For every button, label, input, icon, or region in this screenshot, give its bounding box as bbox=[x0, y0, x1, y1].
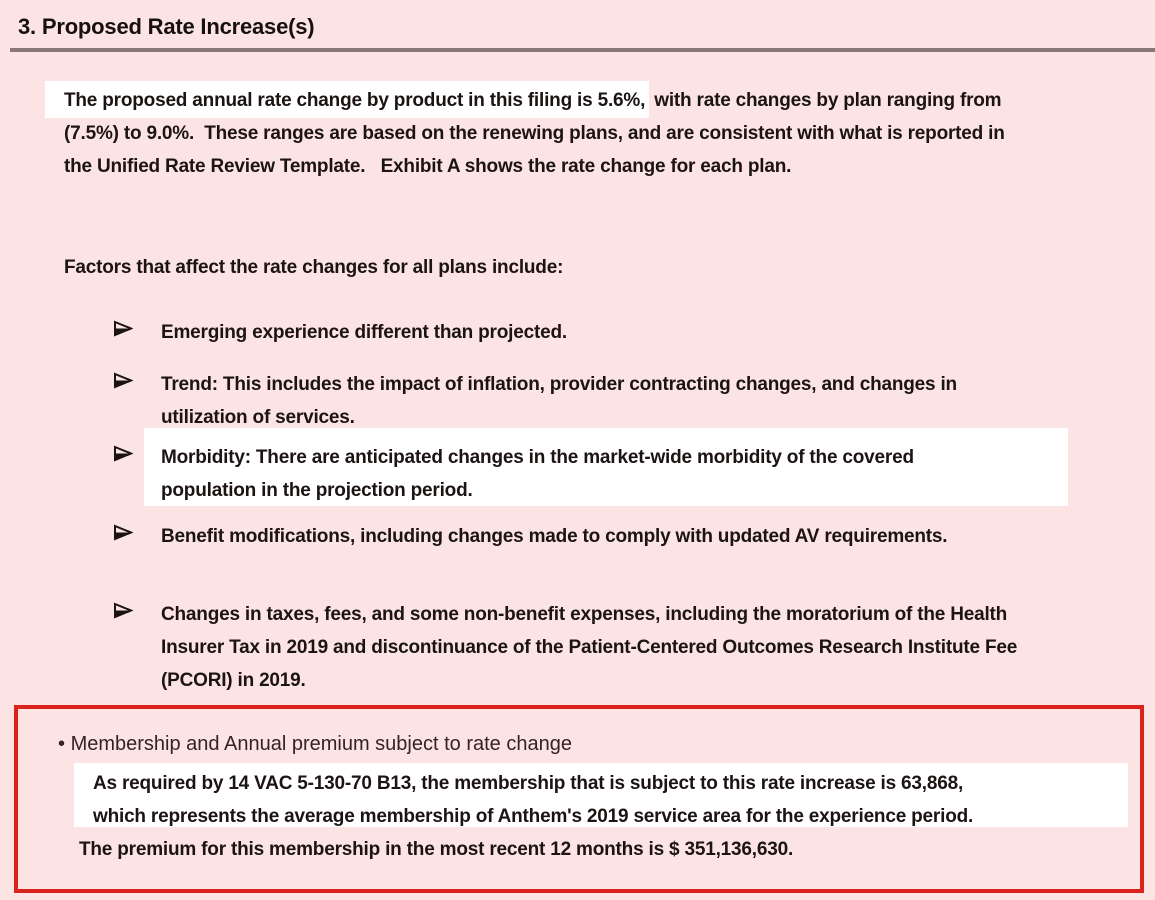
bullet-line: population in the projection period. bbox=[161, 480, 473, 501]
title-divider-rule bbox=[10, 48, 1155, 52]
bullet-line: Changes in taxes, fees, and some non-ben… bbox=[161, 604, 1008, 625]
premium-line: The premium for this membership in the m… bbox=[79, 839, 794, 860]
morbidity-highlight-rect bbox=[144, 428, 1068, 506]
intro-line-3: the Unified Rate Review Template. Exhibi… bbox=[64, 156, 792, 177]
arrow-bullet-icon bbox=[113, 320, 133, 337]
intro-line-1: The proposed annual rate change by produ… bbox=[45, 81, 1002, 118]
arrow-bullet-icon bbox=[113, 372, 133, 389]
membership-highlight-rect bbox=[74, 763, 1128, 827]
bullet-line: Insurer Tax in 2019 and discontinuance o… bbox=[161, 637, 1018, 658]
arrow-bullet-icon bbox=[113, 602, 133, 619]
intro-highlight: The proposed annual rate change by produ… bbox=[45, 81, 650, 118]
intro-line-1-rest: with rate changes by plan ranging from bbox=[649, 90, 1002, 111]
membership-heading-label: Membership and Annual premium subject to… bbox=[70, 733, 572, 755]
membership-highlighted-line: which represents the average membership … bbox=[93, 806, 974, 827]
bullet-marker: • bbox=[58, 733, 66, 755]
membership-highlighted-line: As required by 14 VAC 5-130-70 B13, the … bbox=[93, 773, 964, 794]
intro-line-2: (7.5%) to 9.0%. These ranges are based o… bbox=[64, 123, 1005, 144]
section-title: 3. Proposed Rate Increase(s) bbox=[18, 14, 315, 39]
bullet-line: Emerging experience different than proje… bbox=[161, 322, 567, 343]
arrow-bullet-icon bbox=[113, 524, 133, 541]
membership-callout-box bbox=[14, 705, 1144, 893]
arrow-bullet-icon bbox=[113, 445, 133, 462]
bullet-line: Benefit modifications, including changes… bbox=[161, 526, 948, 547]
bullet-line: utilization of services. bbox=[161, 407, 355, 428]
bullet-line: Morbidity: There are anticipated changes… bbox=[161, 447, 914, 468]
bullet-line: (PCORI) in 2019. bbox=[161, 670, 306, 691]
bullet-line: Trend: This includes the impact of infla… bbox=[161, 374, 957, 395]
membership-heading: • Membership and Annual premium subject … bbox=[58, 733, 572, 756]
factors-intro: Factors that affect the rate changes for… bbox=[64, 257, 564, 278]
